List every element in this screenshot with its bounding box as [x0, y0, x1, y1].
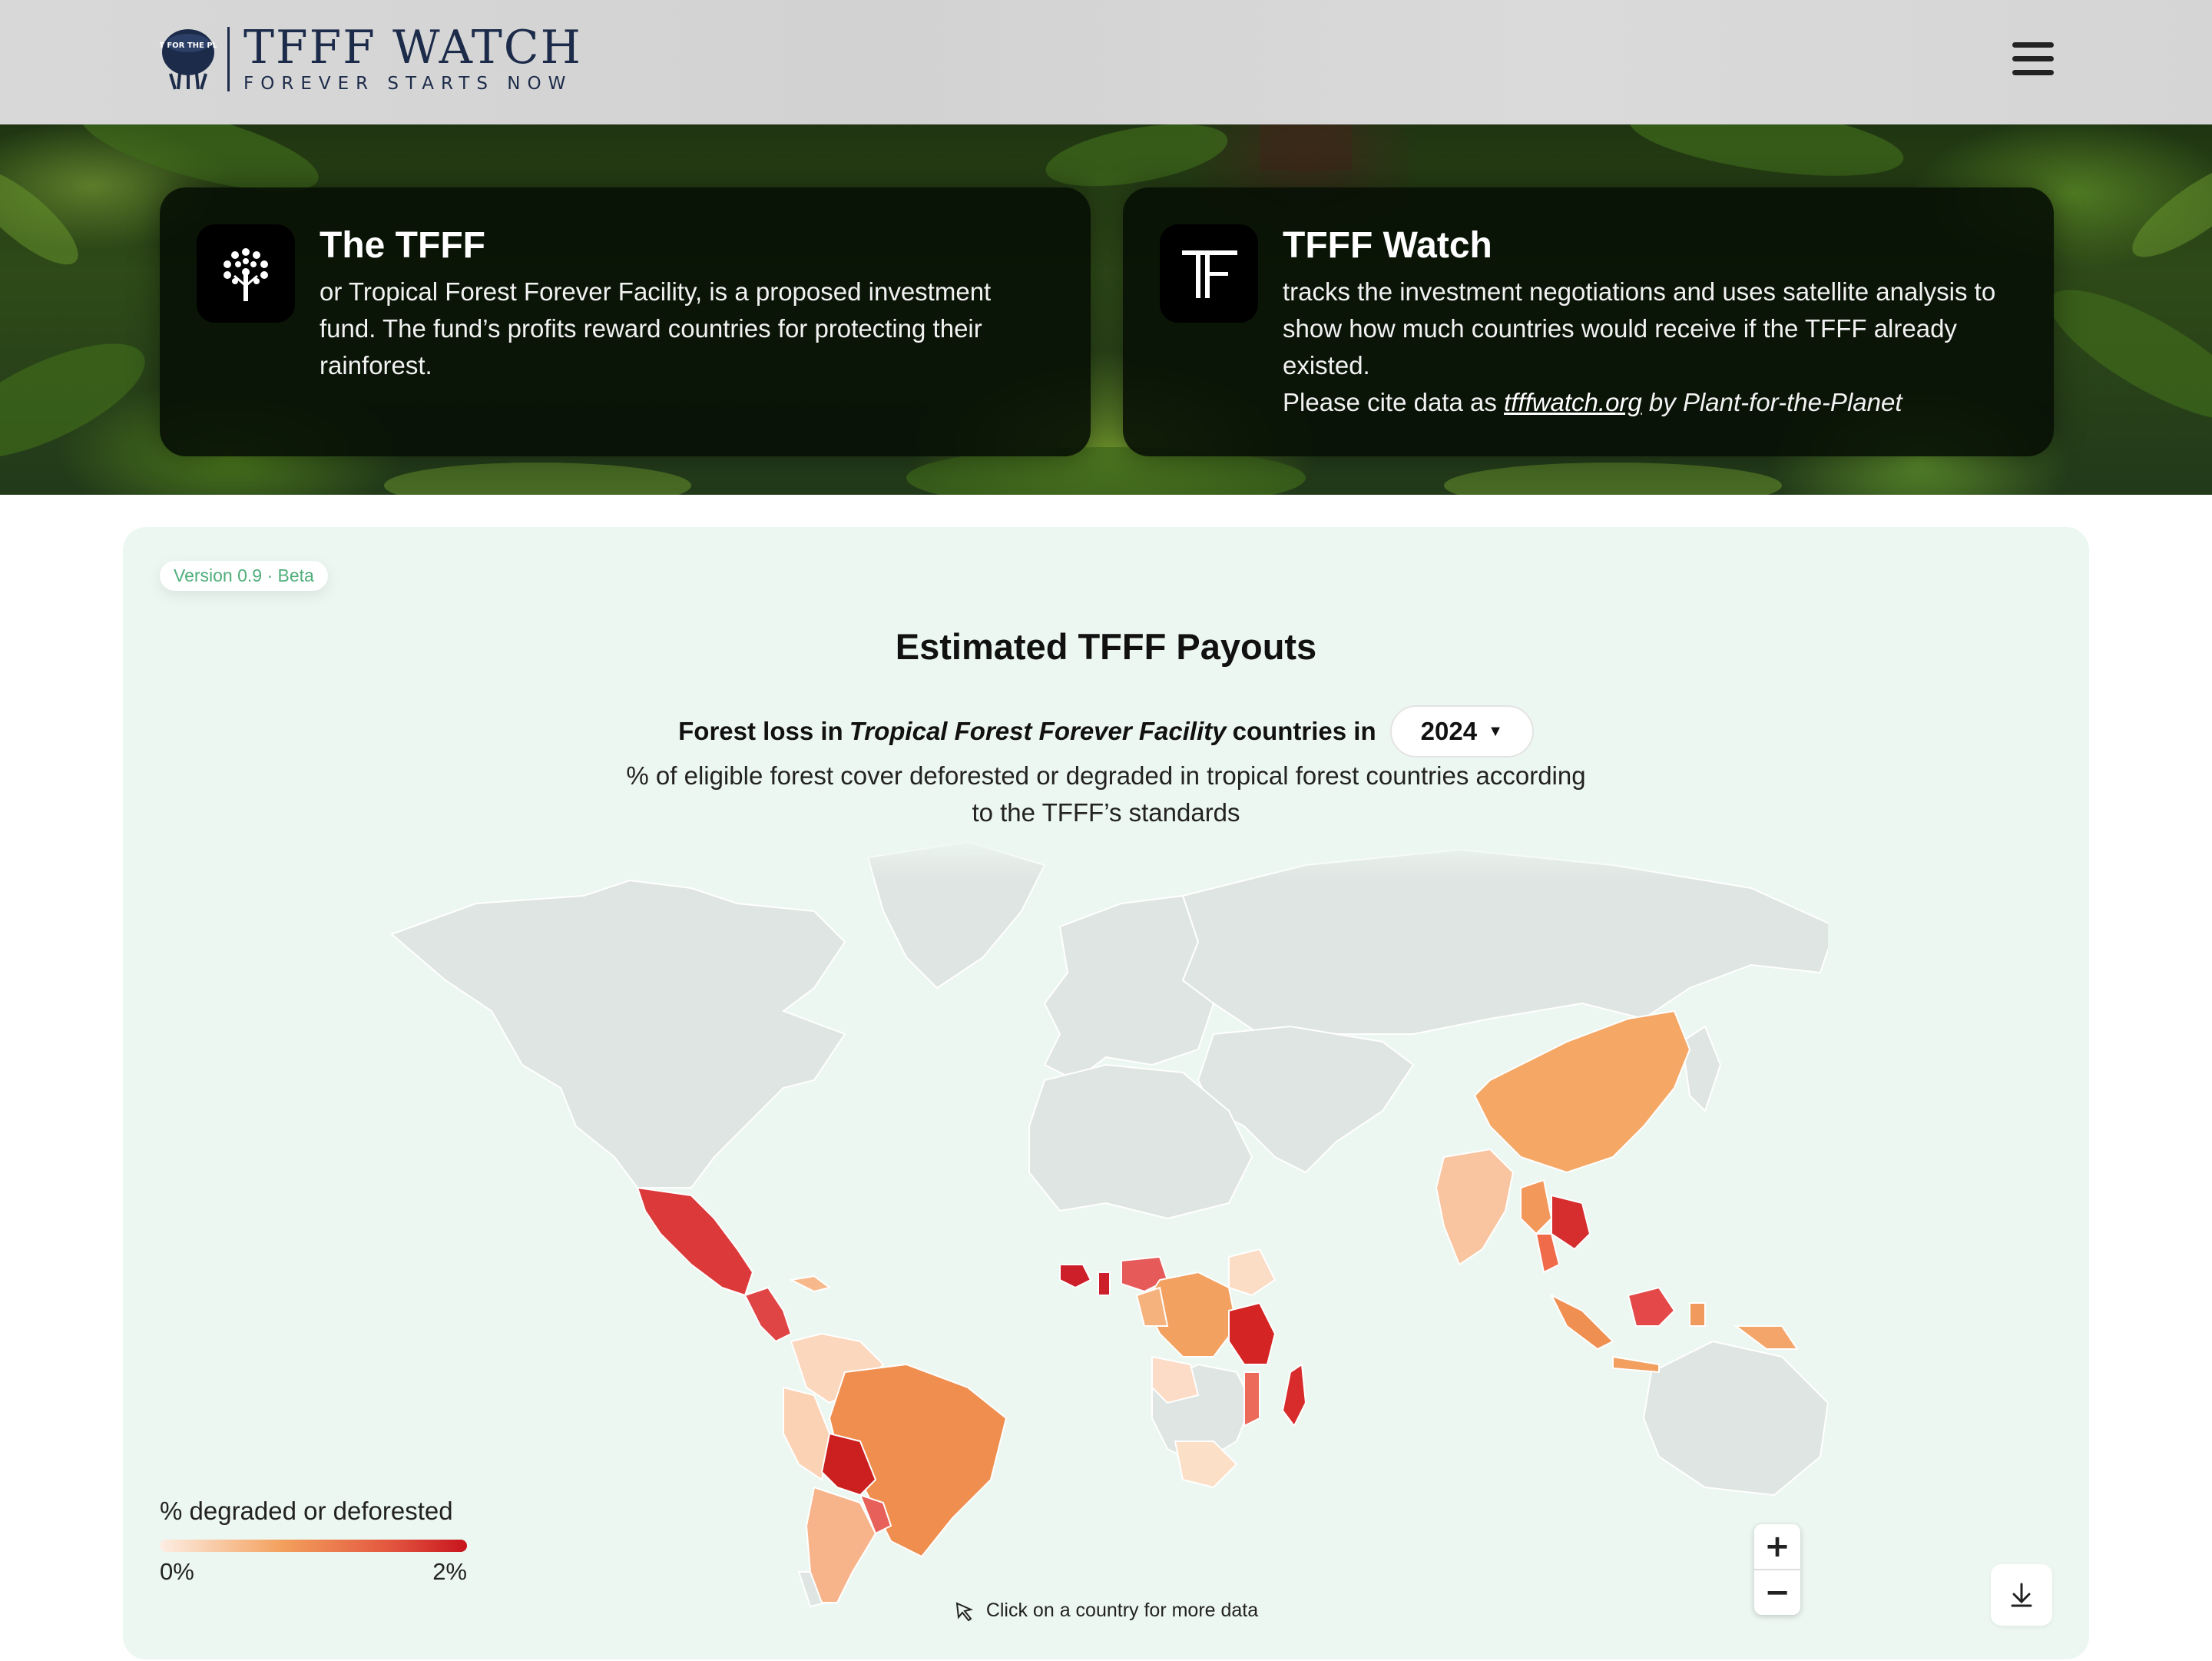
- cursor-pointer-icon: [955, 1601, 973, 1621]
- logo-badge-text: PLANT FOR THE PLANET: [160, 41, 217, 50]
- cameroon-gabon-region: [1135, 1286, 1169, 1327]
- thailand-region: [1535, 1233, 1561, 1274]
- legend-title: % degraded or deforested: [160, 1497, 453, 1525]
- map-subtitle: Forest loss in Tropical Forest Forever F…: [123, 705, 2089, 758]
- world-choropleth-map[interactable]: [384, 834, 1828, 1618]
- zoom-out-button[interactable]: −: [1764, 1575, 1790, 1610]
- myanmar-region: [1520, 1179, 1553, 1235]
- west-africa-coast-region: [1059, 1264, 1092, 1289]
- tf-monogram-icon: [1160, 224, 1258, 323]
- ghana-region: [1098, 1271, 1111, 1296]
- year-dropdown-value: 2024: [1420, 717, 1478, 745]
- panel-title: Estimated TFFF Payouts: [895, 626, 1317, 667]
- north-africa-region: [1028, 1063, 1253, 1220]
- angola-zambia-region: [1151, 1355, 1200, 1404]
- sumatra-region: [1549, 1293, 1614, 1351]
- tfff-watch-card-description: tracks the investment negotiations and u…: [1283, 274, 2012, 421]
- legend-min-label: 0%: [160, 1558, 194, 1585]
- version-badge: Version 0.9 · Beta: [160, 561, 328, 591]
- india-region: [1435, 1148, 1515, 1266]
- europe-region: [1043, 894, 1215, 1082]
- hamburger-menu-icon[interactable]: [2012, 42, 2054, 79]
- logo-divider: [227, 27, 230, 91]
- year-dropdown[interactable]: 2024 ▼: [1389, 705, 1534, 758]
- tfff-watch-description-text: tracks the investment negotiations and u…: [1283, 277, 1996, 380]
- mozambique-region: [1243, 1371, 1260, 1427]
- legend-max-label: 2%: [432, 1558, 467, 1585]
- citation-prefix: Please cite data as: [1283, 388, 1505, 416]
- peru-ecuador-region: [783, 1386, 831, 1481]
- hero-banner: The TFFF or Tropical Forest Forever Faci…: [0, 124, 2212, 495]
- tfff-watch-info-card: TFFF Watch tracks the investment negotia…: [1123, 187, 2054, 456]
- laos-vietnam-region: [1551, 1194, 1591, 1251]
- map-legend: % degraded or deforested 0% 2%: [160, 1497, 467, 1586]
- payouts-map-panel: Version 0.9 · Beta Estimated TFFF Payout…: [123, 527, 2089, 1659]
- download-icon: [2011, 1583, 2032, 1607]
- papua-region: [1734, 1325, 1799, 1350]
- tanzania-kenya-region: [1228, 1301, 1277, 1365]
- mexico-region: [636, 1186, 754, 1297]
- map-zoom-control: + −: [1754, 1524, 1800, 1615]
- tfffwatch-link[interactable]: tfffwatch.org: [1504, 388, 1642, 416]
- argentina-chile-region: [805, 1486, 877, 1603]
- caribbean-region: [788, 1275, 832, 1293]
- north-america-region: [390, 879, 846, 1189]
- top-navigation-bar: PLANT FOR THE PLANET TFFF WATCH FOREVER …: [0, 0, 2212, 124]
- citation-suffix: by Plant-for-the-Planet: [1641, 388, 1902, 416]
- subtitle-suffix: countries in: [1232, 717, 1376, 745]
- map-description: % of eligible forest cover deforested or…: [626, 761, 1586, 827]
- japan-korea-region: [1681, 1025, 1722, 1112]
- east-africa-region: [1228, 1248, 1277, 1297]
- caret-down-icon: ▼: [1488, 722, 1503, 740]
- citation-line: Please cite data as tfffwatch.org by Pla…: [1283, 388, 1902, 416]
- jungle-foliage-background: [0, 124, 2212, 495]
- java-region: [1612, 1355, 1660, 1374]
- paraguay-region: [859, 1494, 892, 1535]
- sulawesi-region: [1689, 1302, 1706, 1327]
- borneo-region: [1627, 1286, 1676, 1327]
- tfff-watch-card-title: TFFF Watch: [1283, 225, 1492, 266]
- site-logo[interactable]: PLANT FOR THE PLANET TFFF WATCH FOREVER …: [160, 25, 582, 94]
- logo-title: TFFF WATCH: [243, 21, 582, 75]
- map-hint-text: Click on a country for more data: [985, 1600, 1259, 1621]
- australia-region: [1642, 1340, 1828, 1497]
- tfff-info-card: The TFFF or Tropical Forest Forever Faci…: [160, 187, 1091, 456]
- map-hint: Click on a country for more data: [123, 1600, 2089, 1622]
- china-region: [1473, 1010, 1691, 1174]
- subtitle-facility-name: Tropical Forest Forever Facility: [849, 717, 1227, 745]
- tfff-card-title: The TFFF: [320, 225, 485, 266]
- tfff-card-description: or Tropical Forest Forever Facility, is …: [320, 277, 992, 380]
- subtitle-prefix: Forest loss in: [678, 717, 843, 745]
- central-america-region: [743, 1286, 793, 1343]
- legend-color-scale: [160, 1540, 467, 1552]
- plant-for-the-planet-logo-icon: PLANT FOR THE PLANET: [160, 29, 217, 90]
- madagascar-region: [1281, 1363, 1307, 1427]
- zoom-in-button[interactable]: +: [1754, 1524, 1800, 1570]
- logo-tagline: FOREVER STARTS NOW: [243, 74, 573, 94]
- southern-africa-tfff-region: [1174, 1441, 1238, 1489]
- tree-icon: [197, 224, 295, 323]
- download-button[interactable]: [1991, 1564, 2052, 1626]
